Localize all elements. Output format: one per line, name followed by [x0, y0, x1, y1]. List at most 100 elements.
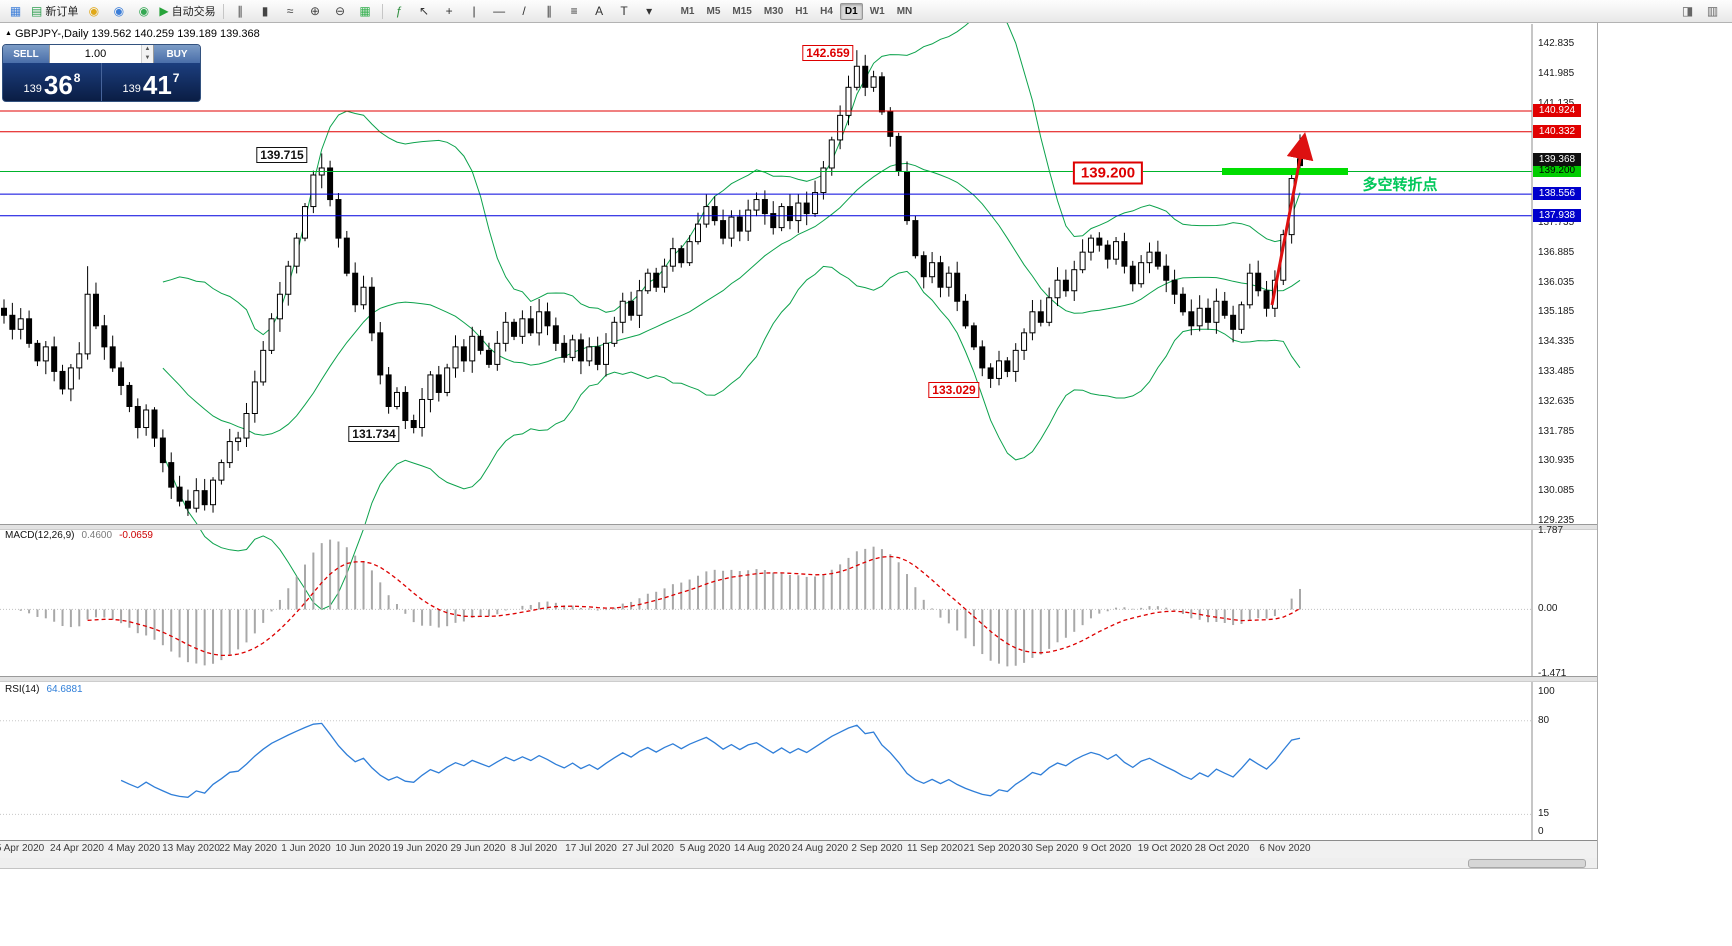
- buy-price[interactable]: 139 41 7: [102, 63, 200, 101]
- hline-tool-icon: —: [493, 4, 506, 18]
- timeframe-d1[interactable]: D1: [839, 2, 863, 20]
- sep-low-price-label[interactable]: 133.029: [928, 382, 980, 398]
- time-axis-label: 21 Sep 2020: [963, 843, 1021, 854]
- june-high-price-label[interactable]: 139.715: [256, 147, 308, 163]
- toolbar-separator: [381, 3, 383, 19]
- sell-price-big: 36: [43, 70, 73, 100]
- time-axis[interactable]: [0, 840, 1597, 858]
- cursor-icon: ↖: [419, 4, 430, 18]
- june-low-price-label[interactable]: 131.734: [348, 426, 400, 442]
- vline-tool-icon[interactable]: |: [462, 1, 487, 22]
- trendline-tool-icon[interactable]: /: [512, 1, 537, 22]
- macd-panel-splitter[interactable]: [0, 524, 1597, 530]
- peak-price-label[interactable]: 142.659: [802, 45, 854, 61]
- label-tool-icon[interactable]: T: [612, 1, 637, 22]
- chart-shortcut-icon: ▦: [9, 4, 22, 18]
- price-line-axis-label[interactable]: 140.924: [1533, 104, 1581, 118]
- autotrading-button[interactable]: ▶ 自动交易: [156, 1, 218, 22]
- zoom-in-icon[interactable]: ⊕: [303, 1, 328, 22]
- price-axis-tick: 130.935: [1538, 455, 1575, 467]
- volume-up-icon[interactable]: ▲: [142, 45, 153, 54]
- time-axis-label: 4 May 2020: [107, 843, 161, 854]
- timeframe-mn[interactable]: MN: [896, 5, 913, 17]
- price-line-axis-label[interactable]: 140.332: [1533, 124, 1581, 138]
- window-dock-icon[interactable]: ◨: [1675, 1, 1700, 22]
- fibonacci-tool-icon: ≡: [570, 4, 578, 18]
- crosshair-icon[interactable]: +: [437, 1, 462, 22]
- rsi-panel-splitter[interactable]: [0, 676, 1597, 682]
- candlestick-chart-type-icon[interactable]: ▮: [253, 1, 278, 22]
- price-axis-tick: 137.735: [1538, 216, 1575, 228]
- timeframe-w1[interactable]: W1: [869, 5, 885, 17]
- key-level-label[interactable]: 139.200: [1072, 161, 1144, 185]
- horizontal-scrollbar[interactable]: [0, 858, 1597, 869]
- time-axis-label: 27 Jul 2020: [622, 843, 674, 854]
- sell-button[interactable]: SELL: [3, 45, 49, 63]
- text-tool-icon[interactable]: A: [587, 1, 612, 22]
- timeframe-h4[interactable]: H4: [820, 5, 833, 17]
- collapse-triangle-icon[interactable]: ▲: [5, 30, 12, 37]
- timeframe-m15[interactable]: M15: [732, 5, 752, 17]
- deposit-icon: ◉: [88, 4, 100, 18]
- scrollbar-thumb[interactable]: [1468, 859, 1586, 868]
- window-layout-icon[interactable]: ▥: [1700, 1, 1725, 22]
- shapes-tool-icon[interactable]: ▾: [637, 1, 662, 22]
- rsi-value: 64.6881: [46, 684, 83, 695]
- cursor-icon[interactable]: ↖: [412, 1, 437, 22]
- deposit-icon[interactable]: ◉: [81, 1, 106, 22]
- community-icon[interactable]: ◉: [131, 1, 156, 22]
- time-axis-label: 24 Apr 2020: [50, 843, 104, 854]
- buy-button[interactable]: BUY: [154, 45, 200, 63]
- line-chart-type-icon: ≈: [286, 4, 294, 18]
- window-dock-icon: ◨: [1681, 4, 1694, 18]
- timeframe-h1[interactable]: H1: [795, 5, 809, 17]
- timeframe-m30[interactable]: M30: [763, 5, 784, 17]
- time-axis-label: 29 Jun 2020: [450, 843, 506, 854]
- new-order-icon: ▤: [31, 4, 43, 18]
- price-axis-tick: 142.835: [1538, 38, 1575, 49]
- line-chart-type-icon[interactable]: ≈: [278, 1, 303, 22]
- channel-tool-icon[interactable]: ∥: [537, 1, 562, 22]
- chart-shortcut-icon[interactable]: ▦: [3, 1, 28, 22]
- timeframe-m1[interactable]: M1: [680, 5, 695, 17]
- price-line-axis-label[interactable]: 137.938: [1533, 208, 1581, 222]
- accounts-icon: ◉: [113, 4, 125, 18]
- price-axis-tick: 136.035: [1538, 276, 1575, 288]
- time-axis-label: 14 Aug 2020: [733, 843, 791, 854]
- price-line-axis-label[interactable]: 138.556: [1533, 187, 1581, 201]
- zoom-out-icon: ⊖: [335, 4, 346, 18]
- shapes-tool-icon: ▾: [646, 4, 653, 18]
- indicators-icon[interactable]: ƒ: [387, 1, 412, 22]
- window-layout-icon: ▥: [1706, 4, 1719, 18]
- autotrading-button-label: 自动交易: [171, 6, 216, 18]
- trend-note-text[interactable]: 多空转折点: [1362, 176, 1438, 194]
- price-line-axis-label[interactable]: 139.200: [1533, 164, 1581, 178]
- symbol-ohlc-text: GBPJPY-,Daily 139.562 140.259 139.189 13…: [14, 28, 260, 40]
- volume-spinner[interactable]: ▲ ▼: [141, 45, 153, 63]
- zoom-out-icon[interactable]: ⊖: [328, 1, 353, 22]
- volume-down-icon[interactable]: ▼: [142, 54, 153, 63]
- price-axis-tick: 141.135: [1538, 98, 1574, 109]
- channel-tool-icon: ∥: [546, 4, 553, 18]
- trendline-tool-icon: /: [522, 4, 526, 18]
- time-axis-label: 6 Nov 2020: [1259, 843, 1311, 854]
- timeframe-m5[interactable]: M5: [706, 5, 721, 17]
- new-order-button[interactable]: ▤ 新订单: [28, 1, 81, 22]
- time-axis-label: 28 Oct 2020: [1194, 843, 1250, 854]
- fibonacci-tool-icon[interactable]: ≡: [562, 1, 587, 22]
- accounts-icon[interactable]: ◉: [106, 1, 131, 22]
- volume-input[interactable]: [50, 45, 142, 63]
- zoom-in-icon: ⊕: [310, 4, 321, 18]
- rsi-axis-label: 0: [1538, 826, 1544, 837]
- price-axis-tick: 132.635: [1538, 395, 1575, 407]
- price-axis-tick: 129.235: [1538, 515, 1575, 526]
- macd-axis-label: 0.00: [1538, 603, 1558, 615]
- tile-windows-icon[interactable]: ▦: [353, 1, 378, 22]
- sell-price[interactable]: 139 36 8: [3, 63, 102, 101]
- bar-chart-type-icon[interactable]: ∥: [228, 1, 253, 22]
- hline-tool-icon[interactable]: —: [487, 1, 512, 22]
- rsi-title: RSI(14): [5, 684, 40, 695]
